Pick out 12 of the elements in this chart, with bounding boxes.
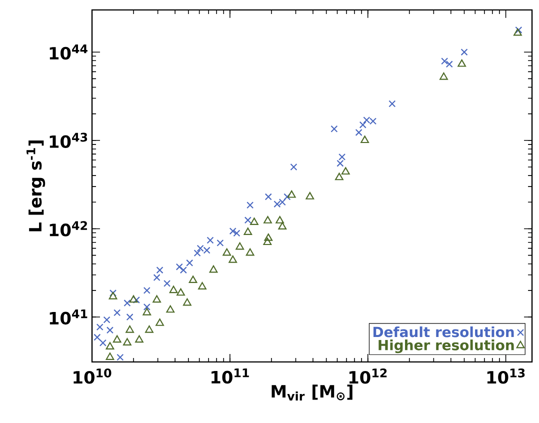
x-tick-label: 10$^{12}$: [349, 368, 387, 384]
x-tick-label: 10$^{13}$: [487, 368, 525, 384]
y-tick-label: 10$^{41}$: [50, 309, 88, 325]
y-tick-label: 10$^{43}$: [50, 132, 88, 148]
y-tick-label: 10$^{42}$: [50, 221, 87, 236]
y-tick-label: 10$^{44}$: [50, 44, 88, 60]
x-axis-title: M$_{vir}$ [M$_{⊙}$]: [272, 384, 352, 401]
legend-label: Default resolution: [373, 326, 514, 338]
legend-label: Higher resolution: [378, 340, 514, 354]
x-tick-label: 10$^{11}$: [212, 368, 249, 384]
y-axis-title: L [erg s$^{-1}$]: [26, 140, 46, 232]
x-tick-label: 10$^{10}$: [74, 368, 112, 384]
